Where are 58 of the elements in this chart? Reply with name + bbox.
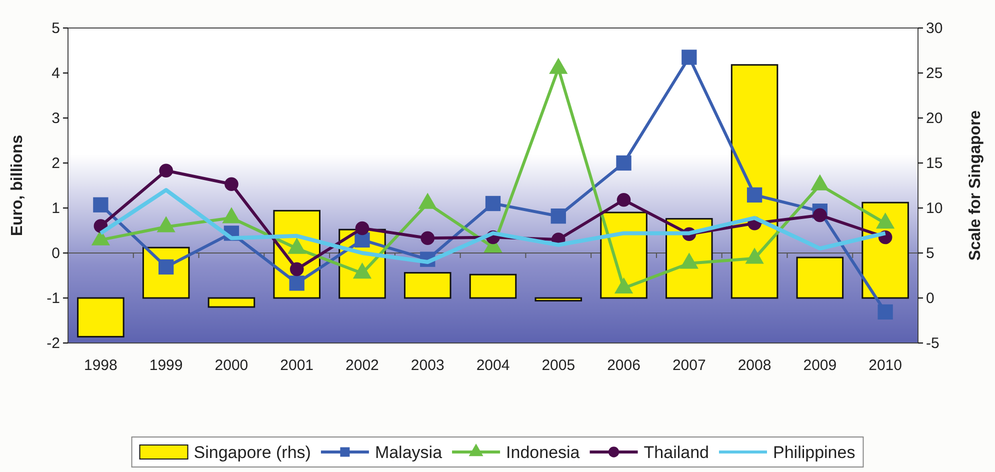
y-tick-label: 0: [52, 244, 60, 262]
y-tick-label: 1: [52, 200, 60, 217]
legend-label: Indonesia: [506, 443, 580, 462]
point: [93, 197, 108, 212]
bar: [77, 297, 124, 338]
x-tick-label: 2000: [214, 357, 248, 374]
x-tick-label: 2010: [868, 357, 902, 374]
point: [290, 262, 304, 276]
x-tick-label: 2009: [803, 357, 837, 374]
y-tick-label: -2: [46, 334, 60, 352]
y-tick-label: 2: [52, 154, 60, 172]
y2-tick-label: -5: [926, 334, 940, 352]
point: [813, 208, 827, 222]
x-tick-label: 2004: [476, 357, 510, 374]
x-tick-label: 2002: [346, 357, 379, 374]
legend-label: Malaysia: [374, 443, 443, 462]
x-tick-label: 2007: [672, 357, 706, 374]
x-tick-label: 2003: [410, 357, 444, 374]
x-tick-label: 2008: [738, 357, 772, 374]
y-axis-title: Euro, billions: [9, 134, 26, 236]
y-tick-label: 4: [52, 64, 60, 82]
legend-label: Thailand: [644, 443, 709, 462]
point: [485, 196, 501, 212]
point: [746, 187, 762, 203]
bar: [404, 272, 452, 299]
y-tick-label: -1: [46, 290, 60, 307]
legend-label: Singapore (rhs): [194, 443, 311, 462]
y2-tick-label: 5: [926, 244, 934, 262]
x-tick-label: 1998: [84, 357, 118, 374]
bar: [469, 274, 517, 299]
y-tick-label: 5: [52, 20, 60, 37]
bar: [796, 256, 844, 299]
point: [616, 193, 631, 207]
y-tick-label: 3: [52, 110, 60, 127]
point: [224, 177, 238, 192]
point: [878, 304, 893, 320]
y2-tick-label: 25: [926, 64, 943, 82]
point: [420, 231, 435, 246]
point: [682, 50, 697, 65]
y2-tick-label: 30: [926, 20, 943, 37]
y2-tick-label: 0: [926, 290, 934, 307]
y2-tick-label: 15: [926, 154, 943, 172]
point: [354, 232, 370, 248]
x-tick-label: 2005: [542, 357, 576, 374]
x-tick-label: 2001: [280, 357, 314, 374]
y2-axis-title: Scale for Singapore: [967, 110, 984, 261]
bar: [208, 297, 256, 308]
point: [355, 221, 370, 236]
x-tick-label: 2006: [607, 357, 640, 374]
legend-label: Philippines: [772, 443, 856, 462]
point: [159, 164, 173, 178]
bar: [534, 297, 582, 302]
point: [289, 276, 304, 291]
y2-tick-label: 20: [926, 110, 943, 127]
point: [616, 155, 632, 171]
y2-tick-label: 10: [926, 200, 943, 217]
x-tick-label: 1999: [149, 357, 183, 374]
point: [550, 208, 566, 224]
